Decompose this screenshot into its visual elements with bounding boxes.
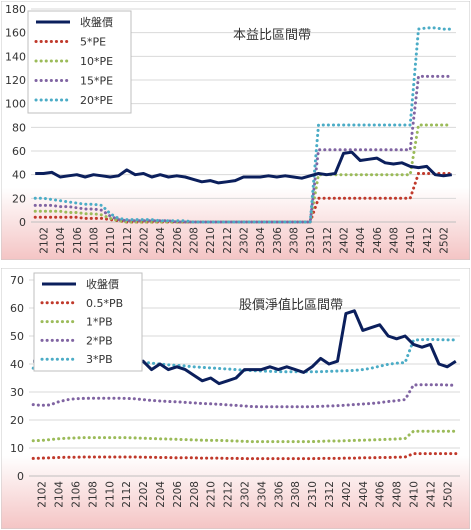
legend-label: 收盤價 [86, 277, 119, 291]
x-tick-label: 2308 [290, 481, 302, 508]
series-lines [33, 26, 454, 224]
x-tick-label: 2106 [70, 481, 82, 508]
y-tick-label: 60 [10, 302, 24, 315]
x-tick-label: 2408 [392, 481, 404, 508]
x-tick-label: 2302 [239, 227, 251, 254]
y-tick-label: 100 [5, 98, 26, 111]
x-tick-label: 2104 [54, 481, 66, 508]
y-tick-label: 140 [5, 50, 26, 63]
legend-label: 20*PE [80, 94, 113, 107]
x-tick-label: 2108 [89, 227, 101, 254]
x-axis-ticks: 2102 2104 2106 2108 2110 2112 2202 2204 2206 2208… [29, 475, 460, 508]
x-tick-label: 2110 [105, 227, 117, 254]
x-tick-label: 2108 [87, 481, 99, 508]
x-tick-label: 2402 [341, 481, 353, 508]
x-tick-label: 2502 [442, 481, 454, 508]
x-tick-label: 2210 [206, 481, 218, 508]
series-line-4 [33, 26, 454, 224]
x-tick-label: 2406 [372, 227, 384, 254]
x-tick-label: 2312 [324, 481, 336, 508]
x-tick-label: 2208 [189, 481, 201, 508]
x-tick-label: 2212 [222, 227, 234, 254]
x-tick-label: 2104 [55, 227, 67, 254]
x-tick-label: 2112 [121, 481, 133, 508]
legend-label: 0.5*PB [86, 297, 123, 310]
legend-label: 3*PB [86, 353, 113, 366]
x-tick-label: 2202 [139, 227, 151, 254]
legend-label: 15*PE [80, 75, 113, 88]
series-line-2 [31, 429, 458, 444]
y-tick-label: 120 [5, 74, 26, 87]
x-tick-label: 2410 [409, 481, 421, 508]
x-tick-label: 2304 [255, 227, 267, 254]
series-line-3 [33, 74, 454, 224]
x-tick-label: 2202 [138, 481, 150, 508]
series-line-3 [31, 383, 458, 409]
x-tick-label: 2406 [375, 481, 387, 508]
x-tick-label: 2212 [223, 481, 235, 508]
x-tick-label: 2412 [425, 481, 437, 508]
x-tick-label: 2412 [422, 227, 434, 254]
x-tick-label: 2402 [339, 227, 351, 254]
x-tick-label: 2308 [289, 227, 301, 254]
series-line-1 [31, 452, 458, 461]
y-tick-label: 60 [12, 145, 26, 158]
x-tick-label: 2310 [305, 227, 317, 254]
y-axis-ticks: 0 10 20 30 40 50 60 70 [10, 274, 24, 483]
y-tick-label: 80 [12, 121, 26, 134]
chart-title: 本益比區間帶 [233, 28, 311, 43]
chart-title: 股價淨值比區間帶 [239, 297, 343, 313]
x-tick-label: 2408 [389, 227, 401, 254]
x-tick-label: 2204 [155, 481, 167, 508]
x-tick-label: 2110 [104, 481, 116, 508]
y-tick-label: 0 [19, 216, 26, 229]
pb-band-chart: 0 10 20 30 40 50 60 70 2102 2104 2106 2108 2110 2112… [1, 268, 470, 529]
y-tick-label: 160 [5, 27, 26, 40]
x-tick-label: 2204 [155, 227, 167, 254]
x-tick-label: 2312 [322, 227, 334, 254]
legend-label: 5*PE [80, 36, 106, 49]
x-tick-label: 2404 [355, 227, 367, 254]
x-tick-label: 2310 [307, 481, 319, 508]
x-tick-label: 2410 [405, 227, 417, 254]
legend: 收盤價 5*PE 10*PE 15*PE 20*PE [27, 10, 132, 114]
x-tick-label: 2112 [122, 227, 134, 254]
x-tick-label: 2206 [172, 227, 184, 254]
x-tick-label: 2206 [172, 481, 184, 508]
y-tick-label: 180 [5, 3, 26, 16]
x-tick-label: 2404 [358, 481, 370, 508]
x-tick-label: 2208 [189, 227, 201, 254]
x-tick-label: 2302 [240, 481, 252, 508]
x-tick-label: 2304 [256, 481, 268, 508]
x-tick-label: 2106 [72, 227, 84, 254]
pb-band-panel: 0 10 20 30 40 50 60 70 2102 2104 2106 2108 2110 2112… [1, 268, 470, 529]
legend-label: 2*PB [86, 334, 113, 347]
legend-label: 1*PB [86, 316, 113, 329]
y-tick-label: 20 [10, 414, 24, 427]
x-tick-label: 2306 [272, 227, 284, 254]
y-tick-label: 40 [12, 169, 26, 182]
x-tick-label: 2306 [273, 481, 285, 508]
y-tick-label: 30 [10, 386, 24, 399]
x-tick-label: 2210 [205, 227, 217, 254]
pe-band-chart: 0 20 40 60 80 100 120 140 160 180 2102 2104 2106 210… [1, 1, 470, 260]
y-tick-label: 20 [12, 192, 26, 205]
y-axis-ticks: 0 20 40 60 80 100 120 140 160 180 [5, 3, 26, 229]
legend-label: 10*PE [80, 55, 113, 68]
x-tick-label: 2102 [37, 481, 49, 508]
y-tick-label: 0 [17, 470, 24, 483]
x-tick-label: 2502 [439, 227, 451, 254]
series-line-0 [35, 150, 452, 185]
y-tick-label: 50 [10, 330, 24, 343]
x-tick-label: 2102 [39, 227, 51, 254]
y-tick-label: 10 [10, 442, 24, 455]
y-tick-label: 40 [10, 358, 24, 371]
legend-label: 收盤價 [80, 15, 113, 29]
pe-band-panel: 0 20 40 60 80 100 120 140 160 180 2102 2104 2106 210… [1, 1, 470, 260]
y-tick-label: 70 [10, 274, 24, 287]
legend: 收盤價 0.5*PB 1*PB 2*PB 3*PB [33, 272, 143, 372]
